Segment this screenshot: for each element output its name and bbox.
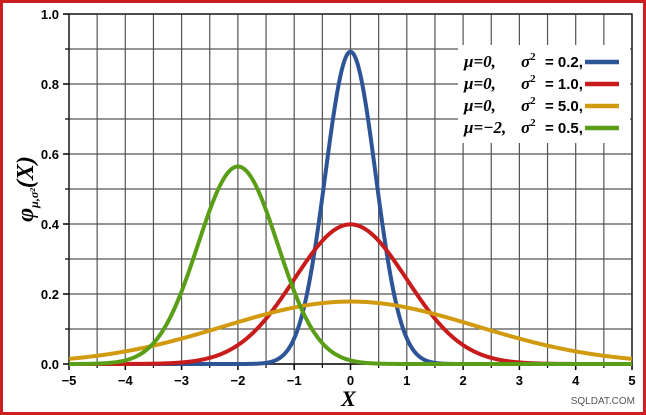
legend-sigma-value: = 5.0, — [545, 98, 583, 115]
legend-entry: μ=−2, σ2 = 0.5, — [463, 117, 619, 137]
x-tick-label: 0 — [347, 373, 354, 388]
y-axis-title: φμ,σ²(X) — [13, 156, 41, 222]
y-tick-label: 0.4 — [41, 217, 60, 232]
y-tick-label: 1.0 — [41, 7, 59, 22]
x-tick-label: 3 — [516, 373, 523, 388]
series-line-3 — [67, 299, 634, 361]
legend-sigma-label: σ2 — [521, 117, 536, 137]
x-tick-label: −2 — [230, 373, 245, 388]
series-curves — [67, 49, 634, 366]
x-tick-label: −1 — [287, 373, 302, 388]
legend-sigma-label: σ2 — [521, 51, 536, 71]
series-line-4 — [67, 164, 634, 366]
legend-mu-label: μ=−2, — [463, 118, 506, 137]
legend-sigma-label: σ2 — [521, 73, 536, 93]
x-axis-title: X — [340, 386, 357, 411]
legend: μ=0, σ2 = 0.2, μ=0, σ2 = 1.0, μ=0, σ2 = 5.0, μ=−2… — [458, 45, 630, 143]
y-axis: 0.0 0.2 0.4 0.6 0.8 1.0 — [41, 7, 69, 372]
x-tick-label: −5 — [62, 373, 77, 388]
y-tick-label: 0.2 — [41, 287, 59, 302]
legend-sigma-label: σ2 — [521, 95, 536, 115]
x-tick-label: −4 — [118, 373, 134, 388]
y-axis-title-text: φμ,σ²(X) — [13, 156, 41, 222]
x-tick-label: 4 — [572, 373, 580, 388]
normal-distribution-chart: −5 −4 −3 −2 −1 0 1 2 3 4 5 0.0 0.2 0.4 0.6 0.8 1.0 Xφμ,σ²… — [13, 7, 636, 411]
x-axis: −5 −4 −3 −2 −1 0 1 2 3 4 5 — [62, 364, 636, 388]
legend-entry: μ=0, σ2 = 1.0, — [463, 73, 619, 93]
x-tick-label: 2 — [459, 373, 466, 388]
y-tick-label: 0.8 — [41, 77, 59, 92]
x-tick-label: 1 — [403, 373, 410, 388]
watermark: SQLDAT.COM — [570, 396, 635, 407]
x-tick-label: 5 — [628, 373, 635, 388]
legend-sigma-value: = 0.5, — [545, 120, 583, 137]
y-tick-label: 0.0 — [41, 357, 59, 372]
legend-mu-label: μ=0, — [463, 96, 496, 115]
legend-sigma-value: = 1.0, — [545, 76, 583, 93]
y-tick-label: 0.6 — [41, 147, 59, 162]
legend-entry: μ=0, σ2 = 5.0, — [463, 95, 619, 115]
legend-entry: μ=0, σ2 = 0.2, — [463, 51, 619, 71]
x-tick-label: −3 — [174, 373, 189, 388]
legend-sigma-value: = 0.2, — [545, 54, 583, 71]
legend-mu-label: μ=0, — [463, 52, 496, 71]
legend-mu-label: μ=0, — [463, 74, 496, 93]
